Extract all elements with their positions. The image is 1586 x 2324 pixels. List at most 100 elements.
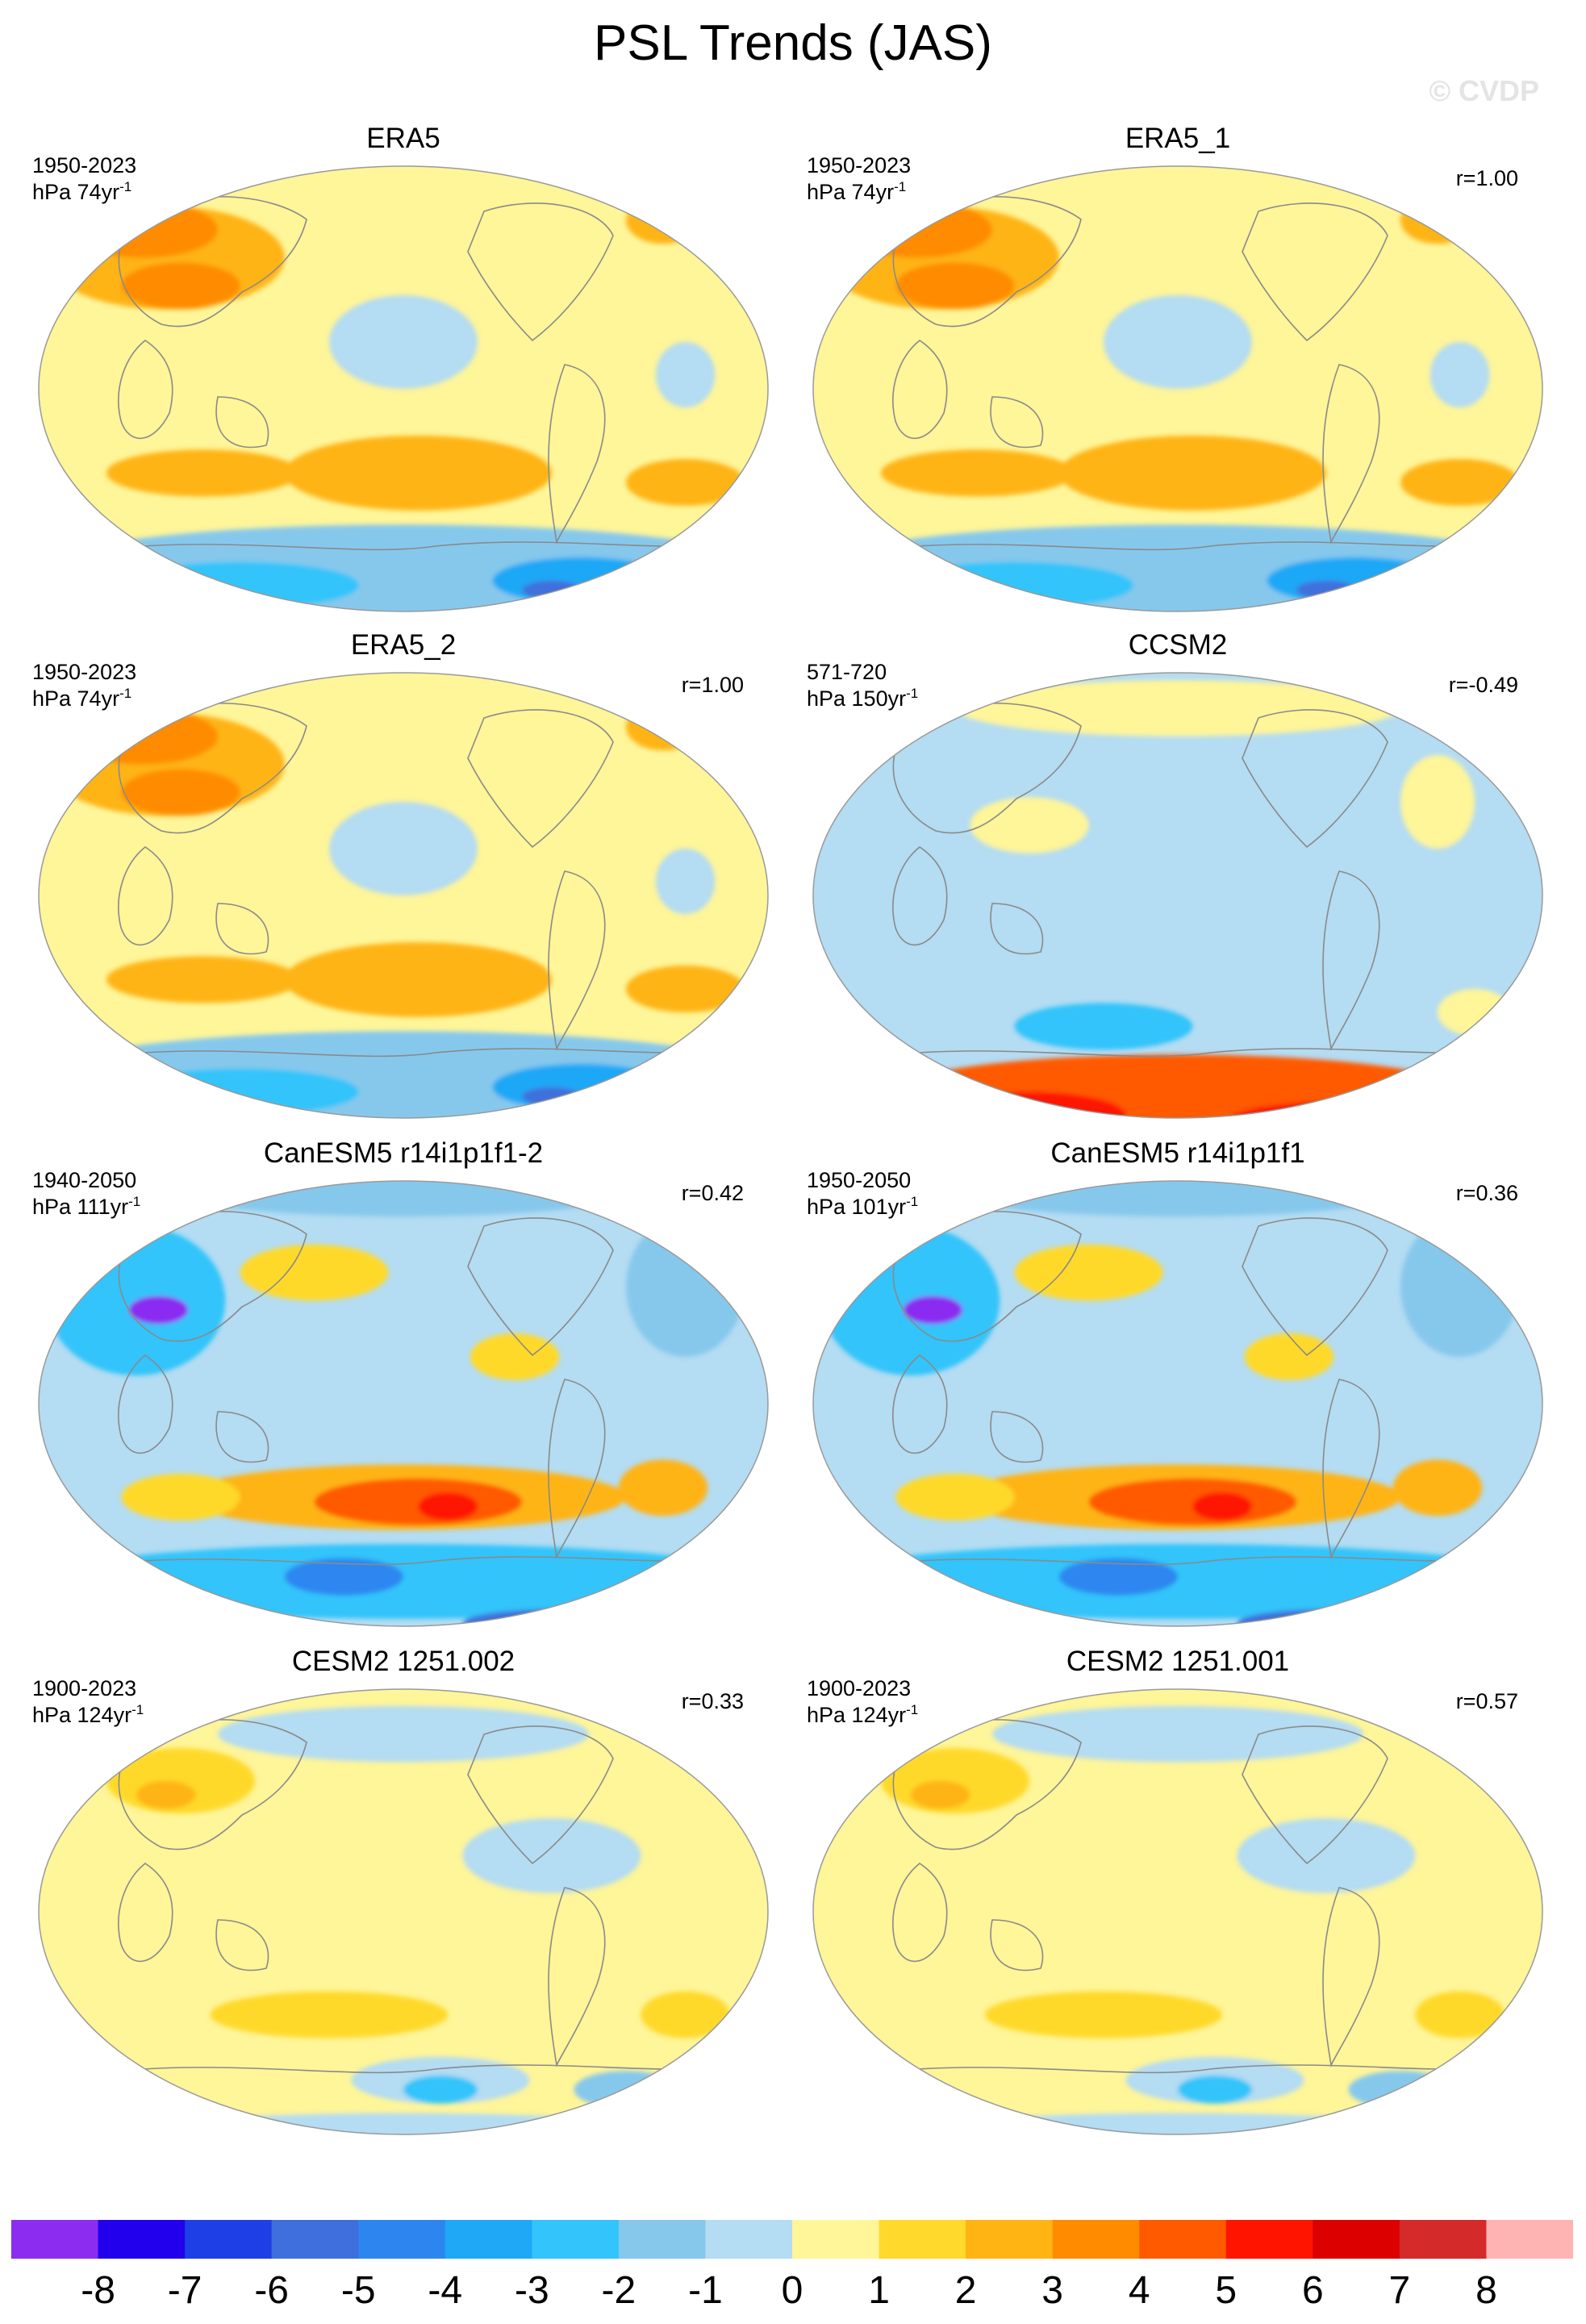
coastline	[548, 364, 606, 544]
world-map	[38, 165, 769, 612]
coastline	[467, 709, 614, 849]
contour-region	[813, 524, 1542, 611]
colorbar-swatch	[792, 2220, 880, 2259]
map-outline	[38, 672, 769, 1119]
contour-region	[1429, 342, 1490, 408]
world-map	[812, 165, 1543, 612]
panel-units-text: hPa 111yr	[32, 1195, 129, 1219]
colorbar-swatch	[966, 2220, 1054, 2259]
contour-region	[940, 590, 1000, 609]
panel-years: 1940-2050	[32, 1168, 137, 1192]
contour-region	[121, 769, 240, 816]
antarctic-coastline	[96, 541, 727, 551]
contour-region	[47, 1225, 226, 1376]
contour-region	[106, 956, 300, 1003]
panel-title: ERA5	[366, 123, 440, 154]
contour-region	[626, 703, 700, 751]
panel-correlation: r=0.33	[681, 1689, 744, 1713]
panel-title: CCSM2	[1128, 629, 1228, 661]
coastline	[892, 1211, 1082, 1342]
contour-region	[918, 2113, 1438, 2134]
contour-region	[903, 1296, 963, 1325]
antarctic-coastline	[870, 541, 1501, 551]
contour-region	[165, 1096, 226, 1116]
coastline	[892, 1863, 948, 1963]
coastline	[892, 1719, 1082, 1850]
colorbar-swatch	[879, 2220, 966, 2259]
panel-years: 1950-2023	[32, 153, 137, 177]
colorbar-swatch	[185, 2220, 273, 2259]
contour-field	[39, 166, 768, 611]
contour-region	[403, 2076, 478, 2104]
coastline	[892, 196, 1082, 328]
panel-units-text: hPa 101yr	[807, 1195, 907, 1219]
contour-region	[284, 436, 552, 511]
antarctic-coastline	[870, 1556, 1501, 1566]
coastline	[990, 903, 1044, 955]
contour-region	[106, 449, 300, 497]
colorbar-swatch	[618, 2220, 706, 2259]
contour-region	[121, 1474, 240, 1521]
coastline	[1242, 709, 1388, 849]
colorbar-tick-label: 6	[1301, 2269, 1324, 2312]
colorbar-tick-label: 5	[1215, 2269, 1237, 2312]
panel-units-exponent: -1	[119, 179, 132, 194]
panel-units-text: hPa 74yr	[807, 180, 895, 204]
coastline	[467, 1217, 614, 1357]
map-panel: ERA5_2 1950-2023 hPa 74yr-1 r=1.00	[32, 629, 774, 1129]
contour-region	[1438, 989, 1512, 1036]
contour-region	[1415, 1991, 1505, 2038]
colorbar-swatch	[98, 2220, 186, 2259]
contour-region	[1244, 1333, 1334, 1380]
cvdp-credit: © CVDP	[1429, 74, 1539, 107]
colorbar-swatch	[1486, 2220, 1573, 2259]
colorbar-tick-label: 2	[954, 2269, 977, 2312]
coastline	[467, 202, 614, 342]
colorbar-tick-label: 8	[1475, 2269, 1497, 2312]
panel-title: CESM2 1251.002	[291, 1646, 515, 1677]
contour-region	[462, 1818, 641, 1893]
contour-region	[626, 966, 745, 1012]
contour-region	[165, 590, 226, 609]
contour-region	[1237, 1609, 1416, 1626]
contour-region	[1104, 295, 1252, 389]
contour-region	[1392, 1459, 1483, 1517]
contour-field	[813, 673, 1542, 1118]
colorbar-swatch	[1313, 2220, 1400, 2259]
contour-region	[821, 1225, 1000, 1376]
panel-units-text: hPa 124yr	[32, 1703, 132, 1727]
contour-region	[955, 680, 1400, 736]
contour-region	[970, 797, 1089, 853]
coastline	[215, 396, 269, 449]
panel-correlation: r=0.36	[1455, 1181, 1518, 1205]
contour-region	[218, 1705, 589, 1763]
colorbar-tick-label: -4	[428, 2269, 463, 2312]
contour-region	[39, 1031, 768, 1118]
colorbar-tick-label: -3	[514, 2269, 549, 2312]
contour-region	[1400, 755, 1475, 849]
contour-region	[329, 802, 478, 895]
contour-field	[39, 673, 768, 1118]
coastline	[1322, 364, 1380, 544]
contour-region	[1192, 1492, 1252, 1521]
coastline	[990, 1411, 1044, 1463]
contour-region	[418, 1492, 478, 1521]
panel-title: CESM2 1251.001	[1066, 1646, 1290, 1677]
map-outline	[38, 165, 769, 612]
colorbar-swatch	[705, 2220, 793, 2259]
map-panel: CanESM5 r14i1p1f1-2 1940-2050 hPa 111yr-1 r…	[32, 1137, 774, 1638]
panel-title: CanESM5 r14i1p1f1	[1050, 1137, 1305, 1169]
coastline	[118, 196, 307, 328]
contour-region	[910, 1780, 970, 1809]
antarctic-coastline	[870, 1048, 1501, 1058]
contour-region	[492, 1063, 671, 1111]
colorbar	[11, 2220, 1573, 2259]
contour-region	[522, 580, 582, 600]
coastline	[118, 1719, 307, 1850]
panel-years: 1950-2050	[807, 1168, 912, 1192]
coastline	[892, 1354, 948, 1454]
contour-region	[1400, 197, 1475, 244]
contour-region	[136, 1780, 196, 1809]
contour-region	[1058, 436, 1326, 511]
contour-region	[618, 1459, 708, 1517]
